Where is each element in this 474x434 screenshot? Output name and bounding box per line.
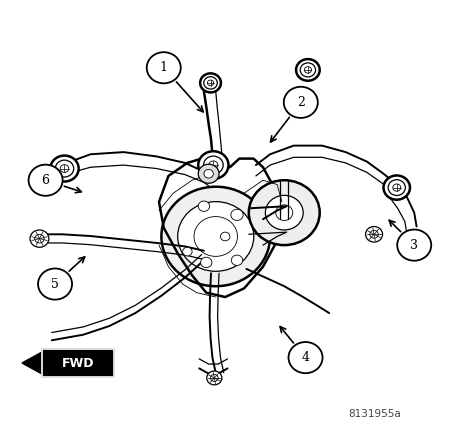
Circle shape [178,202,254,271]
Circle shape [203,156,223,174]
Circle shape [397,230,431,261]
Text: 8131955a: 8131955a [348,409,401,420]
Circle shape [265,195,303,230]
Circle shape [220,232,230,241]
Text: 6: 6 [42,174,50,187]
Circle shape [50,155,79,181]
Circle shape [209,161,218,169]
Circle shape [161,187,270,286]
Text: 2: 2 [297,96,305,109]
Circle shape [276,205,293,220]
Circle shape [198,151,228,179]
Circle shape [28,164,63,196]
Polygon shape [22,349,114,377]
Circle shape [204,169,213,178]
Circle shape [284,87,318,118]
Circle shape [383,175,410,200]
Circle shape [289,342,322,373]
Circle shape [231,255,243,266]
Circle shape [300,63,316,77]
Circle shape [249,180,319,245]
Circle shape [208,80,214,86]
Circle shape [365,227,383,242]
Text: 1: 1 [160,61,168,74]
Circle shape [194,217,237,256]
Circle shape [207,371,222,385]
Circle shape [296,59,319,81]
Circle shape [304,67,311,73]
Text: 4: 4 [301,351,310,364]
Text: FWD: FWD [62,356,94,369]
Circle shape [210,375,218,381]
Circle shape [147,52,181,83]
Circle shape [388,180,405,195]
Circle shape [35,234,44,243]
Circle shape [182,247,192,256]
Circle shape [198,164,219,183]
Circle shape [393,184,401,191]
Circle shape [201,257,212,268]
Circle shape [200,73,221,92]
Text: 3: 3 [410,239,418,252]
Circle shape [55,160,74,177]
Circle shape [204,77,217,89]
Text: 5: 5 [51,278,59,290]
Circle shape [370,230,378,238]
Circle shape [30,230,49,247]
Circle shape [60,164,69,172]
Circle shape [231,209,243,220]
Circle shape [38,269,72,299]
Circle shape [198,201,210,211]
